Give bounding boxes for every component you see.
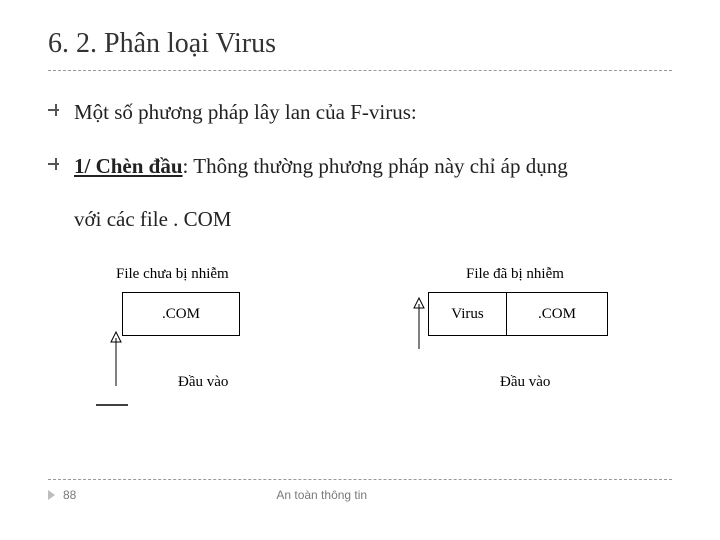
bullet-2-rest: : Thông thường phương pháp này chỉ áp dụ…: [183, 154, 568, 178]
footer-marker-icon: [48, 490, 55, 500]
footer-text: An toàn thông tin: [276, 488, 367, 502]
bullet-2-continuation: với các file . COM: [74, 202, 672, 238]
arrow-left-icon: [96, 326, 136, 396]
diagram: File chưa bị nhiễm File đã bị nhiễm .COM…: [48, 266, 672, 436]
line-fragment-icon: [96, 402, 136, 408]
box-com-left: .COM: [122, 292, 240, 336]
bullet-2: 1/ Chèn đầu: Thông thường phương pháp nà…: [48, 149, 672, 185]
box-com-right: .COM: [506, 292, 608, 336]
page-number: 88: [63, 488, 76, 502]
arrow-right-icon: [404, 294, 434, 354]
bullet-2-text: 1/ Chèn đầu: Thông thường phương pháp nà…: [74, 149, 568, 185]
right-diagram-label: File đã bị nhiễm: [466, 266, 564, 283]
dau-vao-right: Đầu vào: [500, 374, 550, 391]
slide-title: 6. 2. Phân loại Virus: [48, 28, 672, 71]
bullet-icon: [48, 103, 64, 121]
footer: 88 An toàn thông tin: [48, 479, 672, 502]
bullet-2-prefix: 1/ Chèn đầu: [74, 154, 183, 178]
left-diagram-label: File chưa bị nhiễm: [116, 266, 229, 283]
bullet-1: Một số phương pháp lây lan của F-virus:: [48, 95, 672, 131]
dau-vao-left: Đầu vào: [178, 374, 228, 391]
bullet-1-text: Một số phương pháp lây lan của F-virus:: [74, 95, 417, 131]
box-virus: Virus: [428, 292, 506, 336]
bullet-icon: [48, 157, 64, 175]
